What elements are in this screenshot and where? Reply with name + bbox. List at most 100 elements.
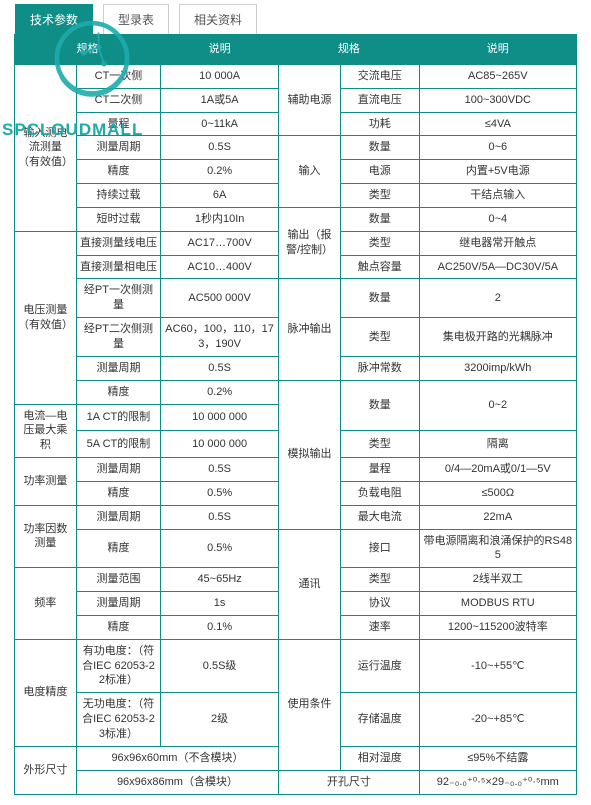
table-cell: 22mA [419,505,576,529]
table-cell: 测量周期 [76,136,160,160]
table-cell: CT二次侧 [76,88,160,112]
table-row: 测量周期0.5S输入数量0~6 [15,136,577,160]
table-cell: 2线半双工 [419,568,576,592]
table-cell: 3200imp/kWh [419,356,576,380]
table-cell: 最大电流 [340,505,419,529]
table-cell: 精度 [76,160,160,184]
table-cell: 10 000A [161,64,279,88]
th-desc-right: 说明 [419,35,576,65]
table-cell: 类型 [340,231,419,255]
table-cell: 0/4—20mA或0/1—5V [419,458,576,482]
table-cell: 2级 [161,693,279,747]
table-cell: AC17…700V [161,231,279,255]
table-cell: 继电器常开触点 [419,231,576,255]
table-cell: 速率 [340,615,419,639]
table-row: 经PT一次侧测量AC500 000V脉冲输出数量2 [15,279,577,318]
table-cell: 测量周期 [76,505,160,529]
table-cell: 频率 [15,568,77,640]
tab-catalog[interactable]: 型录表 [103,4,169,34]
table-cell: 类型 [340,431,419,458]
table-cell: 96x96x86mm（含模块） [76,770,278,794]
table-row: 96x96x86mm（含模块）开孔尺寸92₋₀.₀⁺⁰·⁵×29₋₀.₀⁺⁰·⁵… [15,770,577,794]
table-cell: 输入 [279,136,341,208]
spec-table: 规格 说明 规格 说明 输入测电流测量（有效值）CT一次侧10 000A辅助电源… [14,34,577,795]
table-cell: ≤4VA [419,112,576,136]
table-cell: 带电源隔离和浪涌保护的RS485 [419,529,576,568]
table-cell: 输入测电流测量（有效值） [15,64,77,231]
table-cell: AC250V/5A—DC30V/5A [419,255,576,279]
table-cell: -10~+55℃ [419,639,576,693]
table-body: 输入测电流测量（有效值）CT一次侧10 000A辅助电源交流电压AC85~265… [15,64,577,794]
table-cell: -20~+85℃ [419,693,576,747]
table-cell: 直接测量相电压 [76,255,160,279]
table-cell: 0.5% [161,529,279,568]
table-row: 输入测电流测量（有效值）CT一次侧10 000A辅助电源交流电压AC85~265… [15,64,577,88]
table-cell: ≤95%不结露 [419,746,576,770]
table-cell: 0~2 [419,380,576,431]
table-cell: 存储温度 [340,693,419,747]
table-row: 电度精度有功电度：（符合IEC 62053-22标准）0.5S级使用条件运行温度… [15,639,577,693]
table-cell: 0.2% [161,160,279,184]
table-cell: 脉冲输出 [279,279,341,380]
table-cell: 1s [161,592,279,616]
table-cell: 测量周期 [76,458,160,482]
table-cell: AC60，100，110，173，190V [161,318,279,357]
tab-related[interactable]: 相关资料 [179,4,257,34]
table-cell: 0~4 [419,207,576,231]
table-cell: 10 000 000 [161,431,279,458]
table-cell: 集电极开路的光耦脉冲 [419,318,576,357]
table-cell: 45~65Hz [161,568,279,592]
table-cell: 6A [161,184,279,208]
table-cell: 外形尺寸 [15,746,77,794]
table-cell: AC10…400V [161,255,279,279]
table-cell: 类型 [340,318,419,357]
table-cell: 直接测量线电压 [76,231,160,255]
table-cell: 功耗 [340,112,419,136]
table-cell: 数量 [340,279,419,318]
tab-tech-params[interactable]: 技术参数 [15,4,93,34]
table-cell: MODBUS RTU [419,592,576,616]
table-cell: 1A或5A [161,88,279,112]
table-cell: 脉冲常数 [340,356,419,380]
table-cell: CT一次侧 [76,64,160,88]
table-cell: 负载电阻 [340,481,419,505]
table-cell: 电度精度 [15,639,77,746]
table-cell: 测量范围 [76,568,160,592]
th-spec-left: 规格 [15,35,161,65]
table-cell: ≤500Ω [419,481,576,505]
table-header-row: 规格 说明 规格 说明 [15,35,577,65]
table-cell: 交流电压 [340,64,419,88]
table-cell: 触点容量 [340,255,419,279]
table-cell: 通讯 [279,529,341,639]
table-cell: 有功电度：（符合IEC 62053-22标准） [76,639,160,693]
table-cell: 0.5S [161,505,279,529]
table-cell: 数量 [340,136,419,160]
table-cell: 持续过载 [76,184,160,208]
table-cell: 电压测量（有效值） [15,231,77,404]
table-cell: 经PT二次侧测量 [76,318,160,357]
table-cell: 功率因数测量 [15,505,77,568]
table-cell: 92₋₀.₀⁺⁰·⁵×29₋₀.₀⁺⁰·⁵mm [419,770,576,794]
table-cell: AC500 000V [161,279,279,318]
table-cell: 精度 [76,481,160,505]
table-cell: 数量 [340,207,419,231]
table-cell: 模拟输出 [279,380,341,529]
table-cell: 干结点输入 [419,184,576,208]
table-cell: 0~6 [419,136,576,160]
table-cell: 无功电度：（符合IEC 62053-23标准） [76,693,160,747]
table-cell: 测量周期 [76,356,160,380]
table-cell: 隔离 [419,431,576,458]
table-cell: 量程 [340,458,419,482]
table-cell: 电流—电压最大乘积 [15,404,77,458]
table-cell: 2 [419,279,576,318]
th-spec-right: 规格 [279,35,419,65]
table-cell: AC85~265V [419,64,576,88]
table-cell: 精度 [76,615,160,639]
table-cell: 输出（报警/控制） [279,207,341,279]
table-cell: 运行温度 [340,639,419,693]
table-cell: 电源 [340,160,419,184]
table-cell: 1A CT的限制 [76,404,160,431]
table-cell: 精度 [76,380,160,404]
table-cell: 数量 [340,380,419,431]
table-row: 精度0.5%通讯接口带电源隔离和浪涌保护的RS485 [15,529,577,568]
